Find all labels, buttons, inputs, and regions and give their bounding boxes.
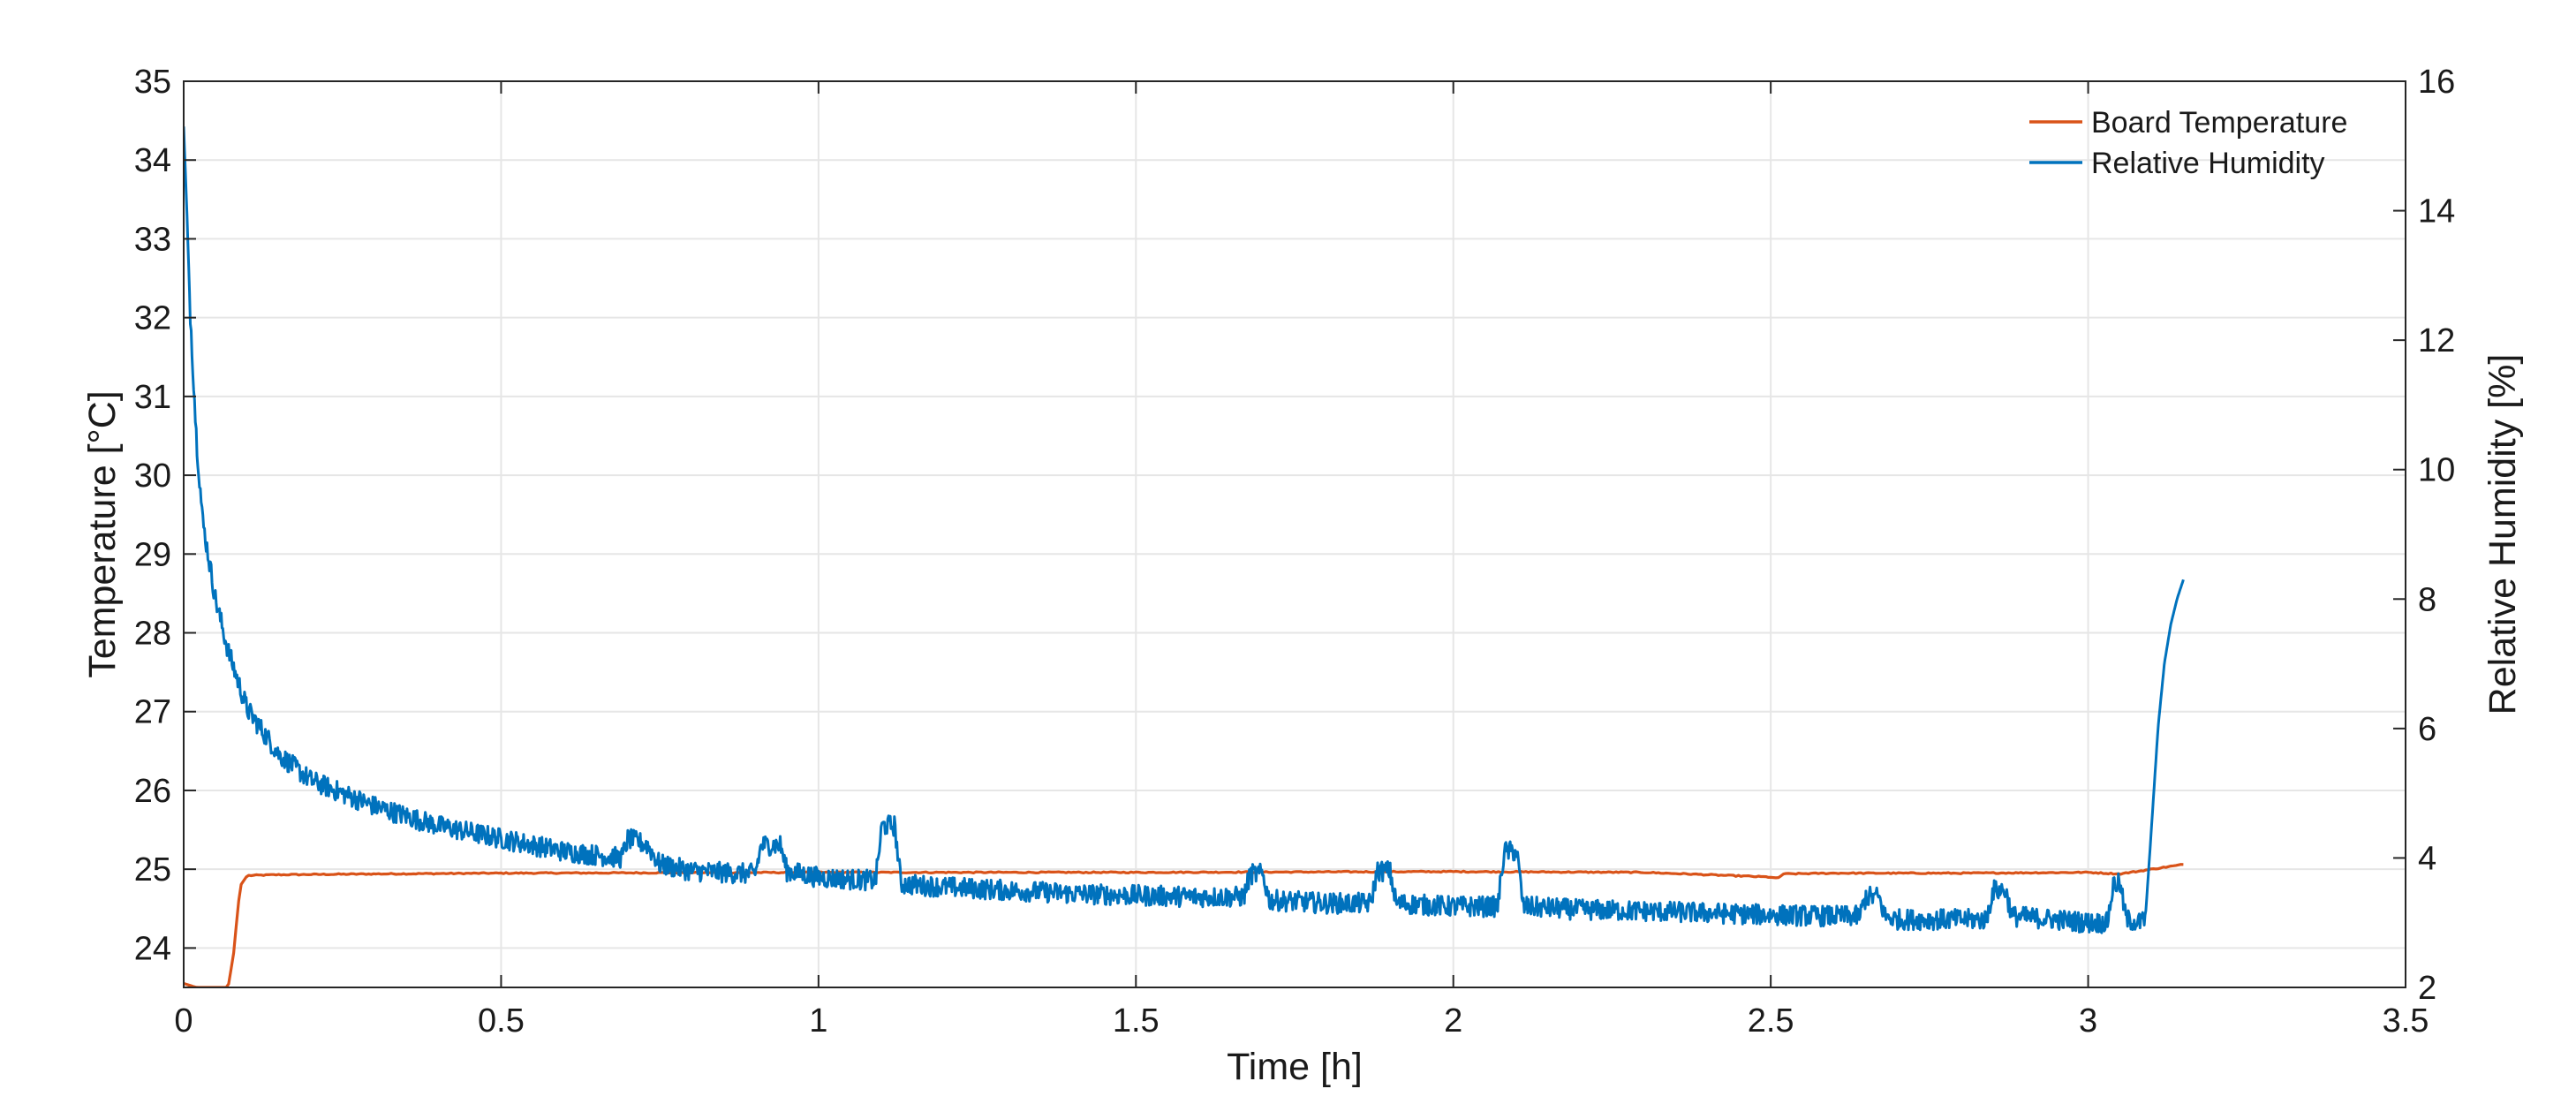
right-y-axis-title: Relative Humidity [%] xyxy=(2482,354,2524,715)
legend-label-relative-humidity: Relative Humidity xyxy=(2091,147,2325,180)
x-tick-label: 1.5 xyxy=(1113,1002,1160,1040)
x-tick-label: 0.5 xyxy=(478,1002,525,1040)
right-y-tick-label: 2 xyxy=(2418,970,2436,1007)
grid xyxy=(183,80,2406,987)
left-y-tick-label: 26 xyxy=(134,773,171,810)
right-y-tick-label: 8 xyxy=(2418,581,2436,618)
left-y-axis-title: Temperature [°C] xyxy=(81,390,124,677)
left-y-tick-label: 35 xyxy=(134,64,171,101)
x-tick-label: 0 xyxy=(174,1002,193,1040)
series-board-temperature xyxy=(184,863,2184,987)
left-y-tick-label: 33 xyxy=(134,221,171,258)
series-layer xyxy=(184,126,2185,987)
right-y-tick-label: 14 xyxy=(2418,193,2455,231)
x-axis-title: Time [h] xyxy=(1227,1046,1363,1088)
left-y-tick-label: 34 xyxy=(134,142,171,179)
right-y-tick-label: 10 xyxy=(2418,452,2455,489)
x-tick-label: 3 xyxy=(2079,1002,2097,1040)
x-tick-label: 1 xyxy=(809,1002,827,1040)
left-y-tick-label: 29 xyxy=(134,536,171,573)
x-tick-label: 3.5 xyxy=(2383,1002,2429,1040)
right-y-tick-label: 12 xyxy=(2418,322,2455,359)
series-relative-humidity xyxy=(184,126,2185,934)
left-y-tick-label: 25 xyxy=(134,851,171,888)
x-tick-label: 2.5 xyxy=(1748,1002,1794,1040)
plot-frame xyxy=(183,80,2406,988)
left-y-tick-label: 32 xyxy=(134,300,171,337)
ticks: 0 0.5 1 1.5 2 2.5 3 3.5242526272829303132333435… xyxy=(134,64,2456,1040)
left-y-tick-label: 24 xyxy=(134,930,171,967)
left-y-tick-label: 28 xyxy=(134,616,171,653)
right-y-tick-label: 4 xyxy=(2418,840,2436,877)
right-y-tick-label: 16 xyxy=(2418,64,2455,101)
legend-label-board-temperature: Board Temperature xyxy=(2091,106,2347,140)
legend: Board Temperature Relative Humidity xyxy=(2029,106,2347,180)
x-tick-label: 2 xyxy=(1444,1002,1462,1040)
left-y-tick-label: 31 xyxy=(134,379,171,416)
left-y-tick-label: 30 xyxy=(134,457,171,495)
right-y-tick-label: 6 xyxy=(2418,711,2436,748)
left-y-tick-label: 27 xyxy=(134,694,171,731)
